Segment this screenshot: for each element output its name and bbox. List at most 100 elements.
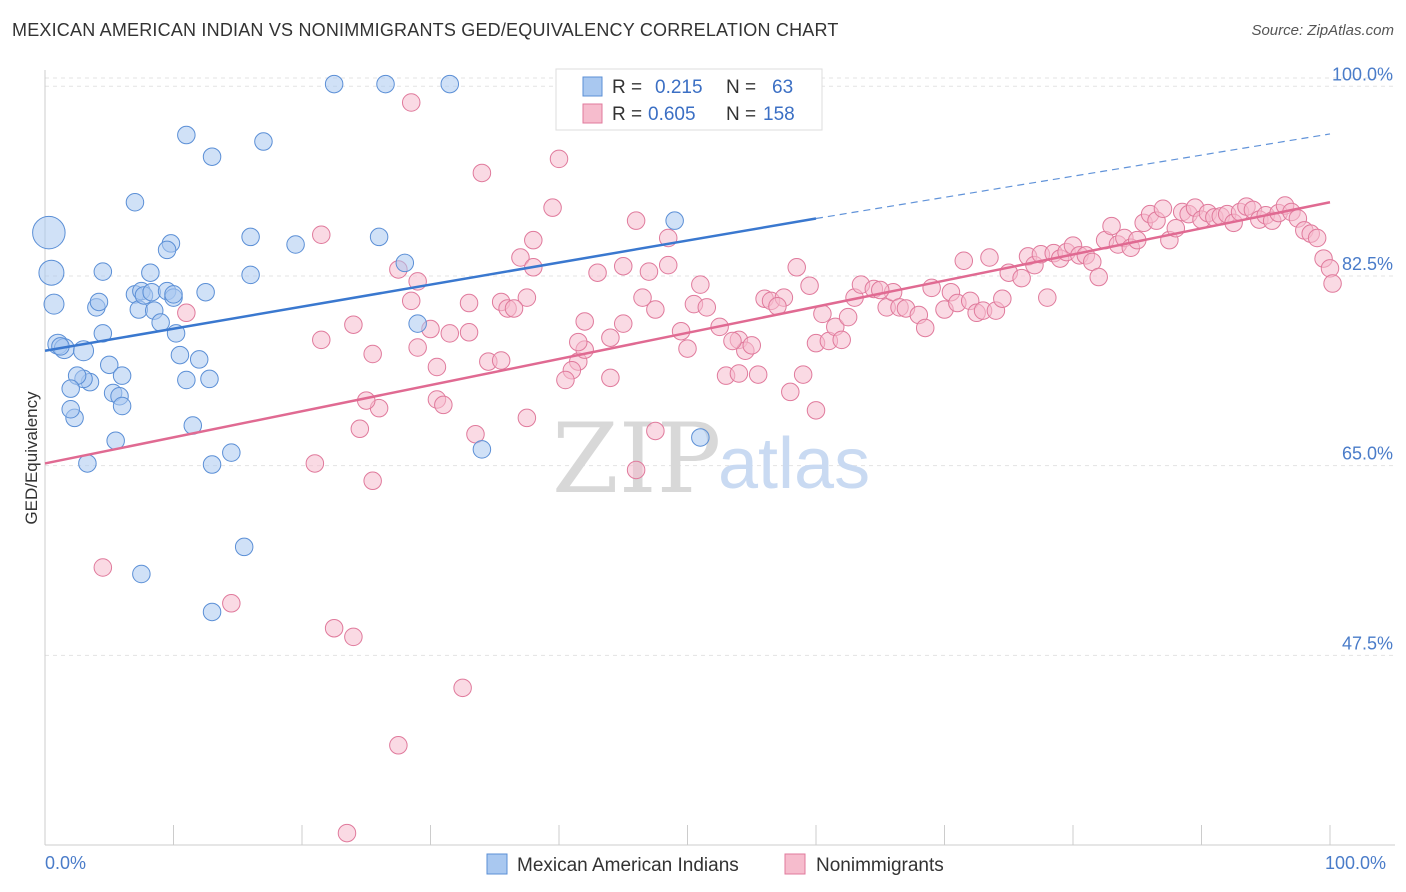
y-tick-label: 47.5%: [1342, 633, 1393, 653]
nonimmigrants-point: [1323, 274, 1342, 293]
nonimmigrants-point: [838, 307, 858, 327]
mexican-american-indians-point: [222, 443, 241, 462]
nonimmigrants-point: [800, 276, 819, 295]
nonimmigrants-point: [363, 471, 382, 491]
nonimmigrants-point: [748, 365, 768, 384]
mexican-american-indians-point: [472, 440, 492, 459]
series-legend: Mexican American Indians Nonimmigrants: [486, 853, 944, 876]
nonimmigrants-point: [1012, 268, 1031, 288]
nonimmigrants-point: [440, 324, 460, 343]
legend-label-mexican-american-indians: Mexican American Indians: [517, 855, 739, 876]
mexican-american-indians-point: [61, 379, 80, 398]
nonimmigrants-point: [697, 298, 717, 317]
nonimmigrants-point: [337, 823, 357, 843]
mexican-american-indians-point: [112, 396, 132, 416]
nonimmigrants-point: [729, 364, 749, 383]
trend-line-nonimmigrants: [44, 201, 1331, 465]
nonimmigrants-point: [614, 256, 633, 276]
watermark-atlas: atlas: [718, 424, 870, 504]
nonimmigrants-point: [434, 395, 453, 415]
nonimmigrants-point: [344, 627, 363, 647]
nonimmigrants-point: [601, 328, 620, 347]
mexican-american-indians-point: [202, 602, 222, 622]
nonimmigrants-point: [312, 330, 331, 350]
stats-legend-r-value-blue: 0.215: [655, 77, 703, 98]
y-axis-label: GED/Equivalency: [22, 391, 41, 525]
nonimmigrants-point: [614, 314, 633, 333]
legend-swatch-nonimmigrants: [784, 853, 806, 875]
nonimmigrants-point: [401, 93, 421, 112]
series-mexican-american-indians-points: [32, 74, 710, 622]
stats-legend-r-value-pink: 0.605: [648, 104, 696, 125]
nonimmigrants-point: [569, 332, 588, 352]
nonimmigrants-point: [177, 303, 196, 323]
nonimmigrants-point: [427, 357, 447, 377]
mexican-american-indians-point: [177, 125, 196, 145]
mexican-american-indians-point: [141, 263, 160, 282]
nonimmigrants-point: [491, 351, 511, 370]
mexican-american-indians-point: [202, 455, 222, 474]
stats-legend-r-label-blue: R =: [612, 77, 642, 98]
x-tick-label-min: 0.0%: [45, 853, 86, 873]
stats-legend-n-value-blue: 63: [772, 77, 793, 98]
mexican-american-indians-point: [177, 370, 196, 390]
nonimmigrants-point: [389, 736, 408, 755]
x-tick-label-max: 100.0%: [1325, 853, 1386, 873]
nonimmigrants-point: [1307, 228, 1327, 248]
nonimmigrants-point: [1089, 267, 1108, 287]
series-nonimmigrants-points: [93, 93, 1342, 843]
nonimmigrants-point: [639, 262, 659, 281]
mexican-american-indians-point: [142, 282, 161, 302]
nonimmigrants-point: [1320, 259, 1340, 278]
mexican-american-indians-point: [286, 235, 305, 254]
nonimmigrants-point: [832, 330, 851, 350]
mexican-american-indians-point: [43, 293, 65, 315]
mexican-american-indians-point: [691, 428, 710, 447]
y-tick-label: 100.0%: [1332, 64, 1393, 84]
nonimmigrants-point: [305, 454, 325, 473]
mexican-american-indians-point: [61, 400, 80, 419]
mexican-american-indians-point: [164, 285, 183, 304]
nonimmigrants-point: [626, 460, 646, 480]
nonimmigrants-point: [723, 331, 742, 351]
trend-lines: [44, 133, 1331, 465]
nonimmigrants-point: [543, 198, 562, 217]
mexican-american-indians-point: [324, 74, 344, 94]
nonimmigrants-point: [549, 149, 569, 169]
nonimmigrants-point: [93, 558, 113, 577]
nonimmigrants-point: [363, 344, 382, 364]
mexican-american-indians-point: [395, 253, 415, 273]
nonimmigrants-point: [344, 315, 363, 334]
axes: [44, 70, 1395, 846]
watermark-zip: ZIP: [552, 403, 721, 515]
nonimmigrants-point: [588, 263, 607, 282]
nonimmigrants-point: [1102, 216, 1121, 236]
legend-swatch-mexican-american-indians: [486, 853, 508, 875]
mexican-american-indians-point: [369, 227, 389, 247]
trend-line-extension-mexican-american-indians: [815, 133, 1331, 220]
nonimmigrants-point: [633, 288, 652, 307]
mexican-american-indians-point: [132, 564, 151, 584]
nonimmigrants-point: [781, 382, 800, 402]
nonimmigrants-point: [626, 211, 646, 230]
nonimmigrants-point: [678, 339, 697, 358]
nonimmigrants-point: [453, 678, 472, 698]
nonimmigrants-point: [472, 163, 492, 183]
nonimmigrants-point: [806, 401, 826, 420]
chart-source: Source: ZipAtlas.com: [1251, 22, 1394, 39]
nonimmigrants-point: [691, 275, 710, 294]
nonimmigrants-point: [511, 248, 530, 267]
nonimmigrants-point: [915, 318, 935, 338]
mexican-american-indians-point: [125, 192, 145, 212]
mexican-american-indians-point: [665, 211, 684, 230]
y-tick-labels: 47.5% 65.0% 82.5% 100.0%: [1332, 64, 1393, 653]
gridlines: [45, 77, 1395, 656]
x-ticks: [44, 825, 1331, 845]
legend-label-nonimmigrants: Nonimmigrants: [816, 855, 944, 876]
stats-legend: R = 0.215 N = 63 R = 0.605 N = 158: [555, 68, 823, 131]
stats-legend-n-label-pink: N =: [726, 104, 756, 125]
nonimmigrants-point: [575, 312, 594, 331]
mexican-american-indians-point: [157, 240, 177, 260]
mexican-american-indians-point: [241, 227, 260, 247]
